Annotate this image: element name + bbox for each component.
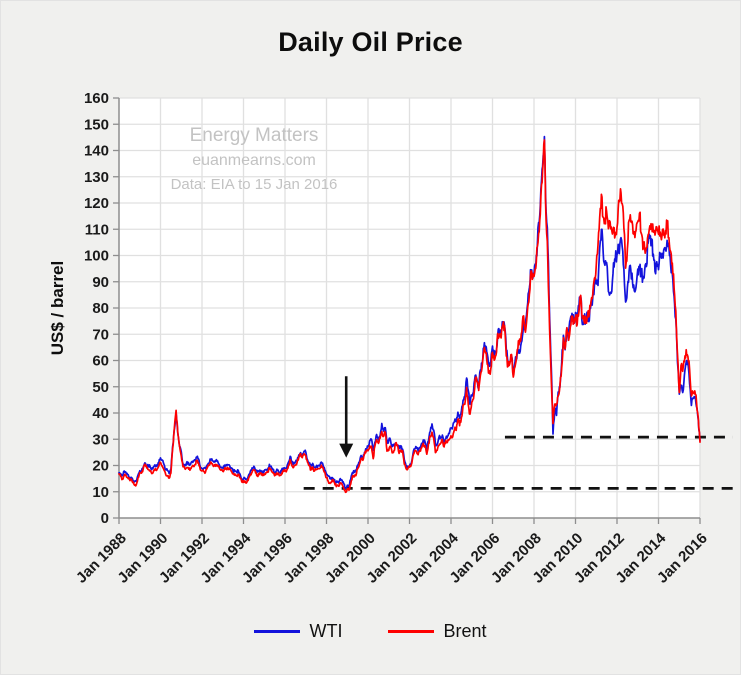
y-axis-label: 30: [92, 431, 109, 448]
y-axis-label: 50: [92, 379, 109, 396]
y-axis-label: 120: [84, 195, 109, 212]
y-axis-label: 150: [84, 116, 109, 133]
legend-item-wti: WTI: [254, 621, 342, 642]
y-axis-label: 20: [92, 458, 109, 475]
y-axis-label: 130: [84, 169, 109, 186]
brent-series-line: [118, 139, 701, 494]
y-axis-label: 140: [84, 143, 109, 160]
y-axis-label: 90: [92, 274, 109, 291]
watermark-line: Data: EIA to 15 Jan 2016: [171, 176, 338, 193]
chart-title: Daily Oil Price: [278, 27, 463, 57]
down-arrow-head: [339, 443, 354, 458]
y-axis-label: 0: [101, 510, 109, 527]
y-axis-label: 80: [92, 300, 109, 317]
wti-line-swatch: [254, 630, 301, 633]
legend-label-wti: WTI: [309, 621, 343, 641]
legend-label-brent: Brent: [443, 621, 487, 641]
y-axis-label: 110: [85, 221, 109, 238]
y-axis-label: 70: [92, 326, 109, 343]
y-axis-label: 60: [92, 353, 109, 370]
legend: WTI Brent: [1, 621, 740, 642]
y-axis-label: 160: [84, 90, 109, 107]
y-axis-label: 10: [92, 484, 109, 501]
y-axis-label: 100: [84, 248, 109, 265]
watermark-line: euanmearns.com: [192, 152, 316, 169]
y-axis-label: 40: [92, 405, 109, 422]
brent-line-swatch: [388, 630, 435, 633]
legend-item-brent: Brent: [388, 621, 487, 642]
y-axis-title: US$ / barrel: [48, 261, 67, 356]
watermark-line: Energy Matters: [190, 125, 319, 146]
